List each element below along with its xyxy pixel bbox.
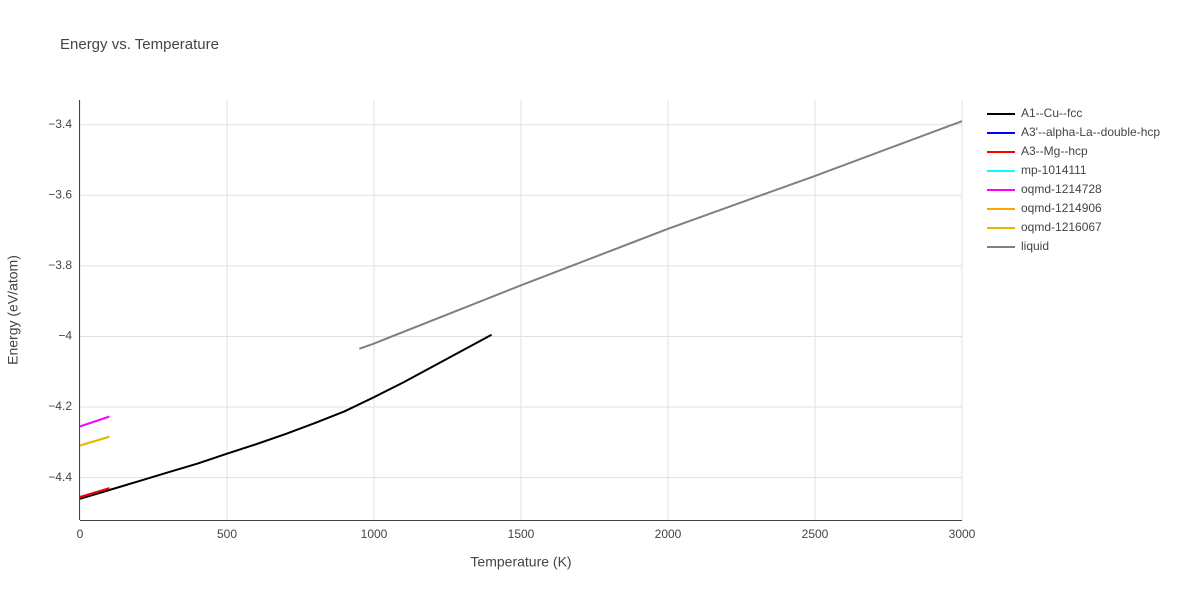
series-line bbox=[358, 120, 962, 350]
legend-label: A3'--alpha-La--double-hcp bbox=[1021, 125, 1160, 139]
legend-label: A1--Cu--fcc bbox=[1021, 106, 1082, 120]
legend: A1--Cu--fcc A3'--alpha-La--double-hcp A3--… bbox=[987, 106, 1160, 253]
x-axis-title: Temperature (K) bbox=[470, 554, 571, 570]
legend-label: liquid bbox=[1021, 239, 1049, 253]
series-line bbox=[80, 415, 110, 428]
series-line bbox=[80, 435, 110, 447]
y-tick-label: −3.4 bbox=[48, 117, 72, 131]
y-axis-title: Energy (eV/atom) bbox=[5, 255, 21, 365]
legend-label: A3--Mg--hcp bbox=[1021, 144, 1088, 158]
x-tick-label: 3000 bbox=[949, 527, 976, 541]
series-line bbox=[80, 333, 493, 500]
x-tick-label: 2000 bbox=[655, 527, 682, 541]
x-tick-label: 1500 bbox=[508, 527, 535, 541]
chart-title: Energy vs. Temperature bbox=[60, 36, 219, 53]
x-tick-label: 2500 bbox=[802, 527, 829, 541]
x-tick-label: 1000 bbox=[361, 527, 388, 541]
y-tick-label: −4.4 bbox=[48, 470, 72, 484]
y-tick-label: −4 bbox=[58, 329, 72, 343]
x-tick-label: 0 bbox=[77, 527, 84, 541]
y-tick-label: −3.8 bbox=[48, 258, 72, 272]
series-line bbox=[80, 487, 110, 499]
legend-label: mp-1014111 bbox=[1021, 163, 1087, 177]
x-tick-label: 500 bbox=[217, 527, 237, 541]
legend-label: oqmd-1216067 bbox=[1021, 220, 1102, 234]
y-tick-label: −4.2 bbox=[48, 399, 72, 413]
grid bbox=[79, 100, 963, 520]
legend-label: oqmd-1214906 bbox=[1021, 201, 1102, 215]
y-tick-label: −3.6 bbox=[48, 187, 72, 201]
plot-area bbox=[80, 120, 962, 500]
legend-label: oqmd-1214728 bbox=[1021, 182, 1102, 196]
